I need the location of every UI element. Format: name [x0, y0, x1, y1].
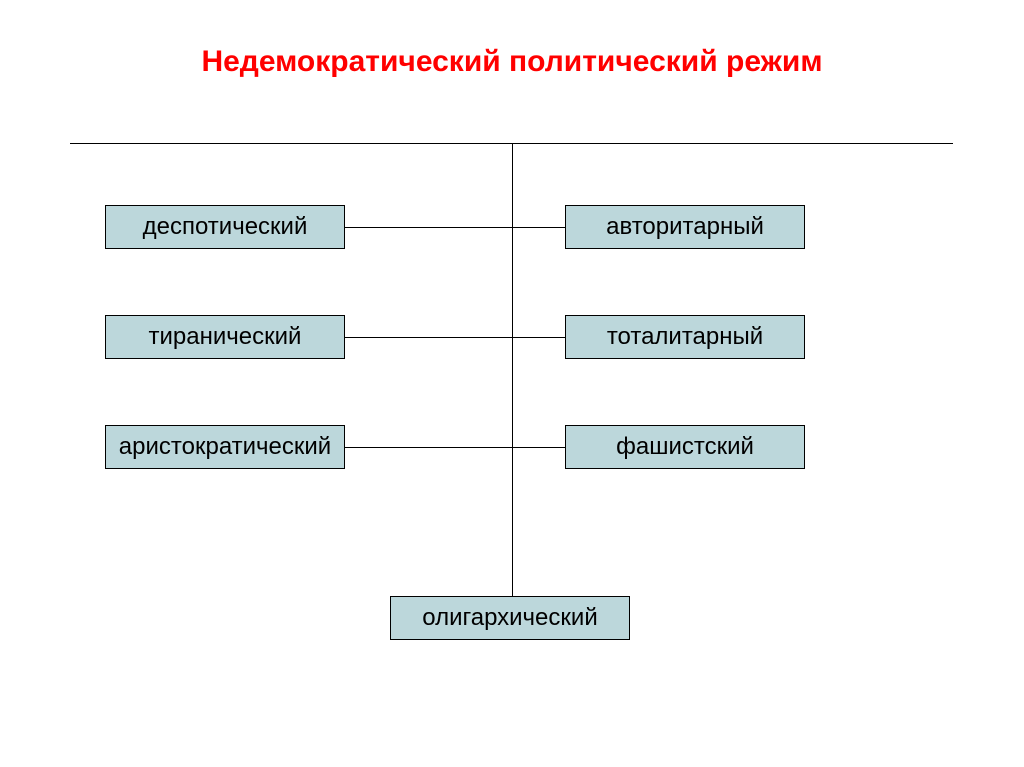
- node-right-0: авторитарный: [565, 205, 805, 249]
- connector-right-0: [512, 227, 565, 228]
- connector-left-0: [345, 227, 512, 228]
- node-right-1: тоталитарный: [565, 315, 805, 359]
- node-bottom: олигархический: [390, 596, 630, 640]
- connector-right-2: [512, 447, 565, 448]
- center-vertical-line: [512, 143, 513, 596]
- node-right-2: фашистский: [565, 425, 805, 469]
- connector-left-1: [345, 337, 512, 338]
- diagram-title: Недемократический политический режим: [0, 45, 1024, 79]
- node-left-0: деспотический: [105, 205, 345, 249]
- diagram-canvas: Недемократический политический режим десп…: [0, 0, 1024, 767]
- node-left-2: аристократический: [105, 425, 345, 469]
- connector-left-2: [345, 447, 512, 448]
- node-left-1: тиранический: [105, 315, 345, 359]
- connector-right-1: [512, 337, 565, 338]
